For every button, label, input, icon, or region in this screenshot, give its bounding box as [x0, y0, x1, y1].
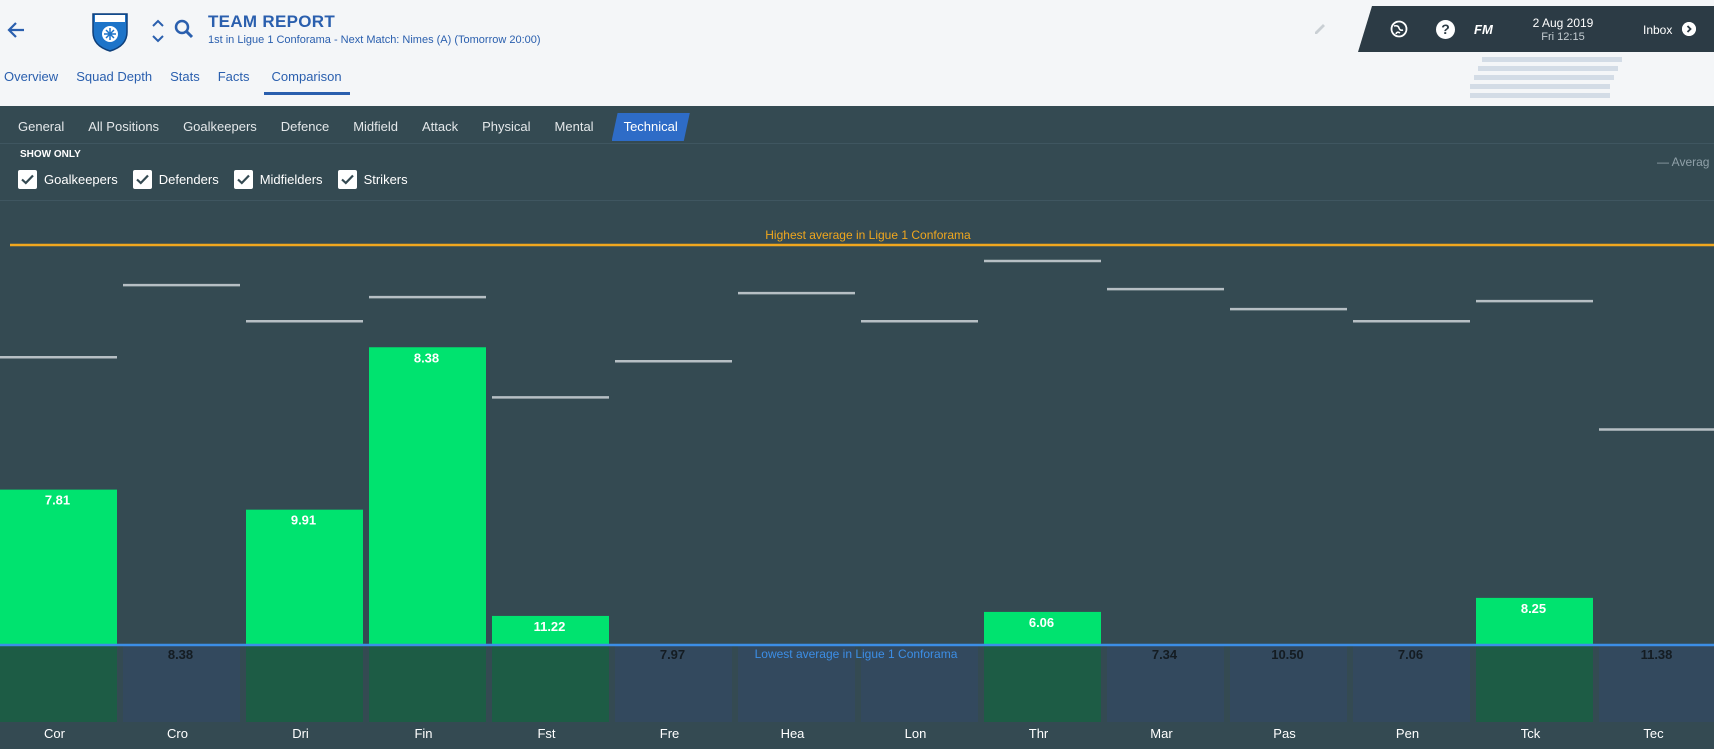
- bar-base: [492, 646, 609, 722]
- arrow-right-circle-icon[interactable]: [1682, 22, 1696, 36]
- value-label: 11.38: [1641, 647, 1673, 662]
- tab-facts[interactable]: Facts: [217, 69, 250, 84]
- value-label: 8.38: [168, 647, 193, 662]
- filter-label: Defenders: [158, 172, 219, 187]
- chevron-up-down-icon[interactable]: [150, 16, 166, 46]
- lowest-average-label: Lowest average in Ligue 1 Conforama: [754, 647, 958, 661]
- club-crest-icon[interactable]: [91, 10, 129, 52]
- filter-label: Midfielders: [259, 172, 323, 187]
- bar: [984, 611, 1101, 646]
- divider: [0, 143, 1714, 144]
- category-label: Thr: [1029, 726, 1049, 741]
- subtab-goalkeepers[interactable]: Goalkeepers: [183, 119, 257, 134]
- value-label: 8.25: [1521, 601, 1546, 616]
- bar: [0, 489, 117, 646]
- bar-base: [1353, 646, 1470, 722]
- decorative-stripes: [1470, 57, 1622, 98]
- value-label: 9.91: [291, 513, 316, 528]
- tab-squad-depth[interactable]: Squad Depth: [76, 69, 153, 84]
- category-label: Tec: [1643, 726, 1664, 741]
- show-only-label: SHOW ONLY: [20, 149, 81, 160]
- bar-base: [369, 646, 486, 722]
- value-label: 8.38: [414, 350, 439, 365]
- bar: [246, 509, 363, 646]
- bar: [1476, 597, 1593, 646]
- back-arrow-icon[interactable]: [4, 16, 32, 44]
- category-label: Pas: [1273, 726, 1296, 741]
- filter-label: Strikers: [363, 172, 408, 187]
- checkbox-checked-icon[interactable]: [132, 170, 152, 189]
- subtab-general[interactable]: General: [18, 119, 65, 134]
- bar-base: [861, 646, 978, 722]
- world-icon[interactable]: [1390, 20, 1408, 38]
- edit-pencil-icon[interactable]: [1313, 22, 1327, 36]
- attribute-tabs: General All Positions Goalkeepers Defence Mi…: [0, 113, 690, 141]
- category-label: Fre: [660, 726, 680, 741]
- bar-base: [984, 646, 1101, 722]
- game-time: Fri 12:15: [1541, 31, 1585, 43]
- bar-base: [1230, 646, 1347, 722]
- bar-base: [123, 646, 240, 722]
- tab-comparison[interactable]: Comparison: [263, 70, 350, 95]
- checkbox-checked-icon[interactable]: [18, 170, 37, 189]
- bar-base: [246, 646, 363, 722]
- filter-label: Goalkeepers: [44, 172, 118, 187]
- category-label: Hea: [781, 726, 806, 741]
- bar-base: [1599, 646, 1714, 722]
- legend-average: — Averag: [1657, 155, 1710, 169]
- fm-logo[interactable]: FM: [1474, 22, 1493, 37]
- report-tabs: Overview Squad Depth Stats Facts Comparison: [0, 70, 360, 96]
- bar-base: [615, 646, 732, 722]
- category-label: Cor: [44, 726, 66, 741]
- tab-stats[interactable]: Stats: [170, 69, 200, 84]
- bar-base: [738, 646, 855, 722]
- filter-goalkeepers[interactable]: Goalkeepers: [18, 170, 118, 189]
- inbox-button[interactable]: Inbox: [1643, 23, 1673, 37]
- subtab-mental[interactable]: Mental: [554, 119, 594, 134]
- category-label: Dri: [292, 726, 309, 741]
- subtab-all-positions[interactable]: All Positions: [88, 119, 160, 134]
- subtab-technical[interactable]: Technical: [612, 113, 690, 141]
- bar-base: [1107, 646, 1224, 722]
- divider: [0, 200, 1714, 201]
- page-subtitle: 1st in Ligue 1 Conforama - Next Match: N…: [208, 34, 541, 46]
- value-label: 6.06: [1029, 615, 1054, 630]
- search-icon[interactable]: [173, 18, 195, 40]
- highest-average-label: Highest average in Ligue 1 Conforama: [765, 228, 971, 242]
- checkbox-checked-icon[interactable]: [337, 170, 357, 189]
- subtab-attack[interactable]: Attack: [422, 119, 459, 134]
- bar: [492, 615, 609, 646]
- category-label: Tck: [1521, 726, 1541, 741]
- value-label: 7.97: [660, 647, 685, 662]
- help-icon[interactable]: ?: [1436, 20, 1455, 39]
- category-label: Fin: [414, 726, 432, 741]
- tab-overview[interactable]: Overview: [4, 69, 59, 84]
- bar-base: [0, 646, 117, 722]
- value-label: 7.34: [1152, 647, 1178, 662]
- category-label: Fst: [537, 726, 555, 741]
- page-title: TEAM REPORT: [208, 12, 336, 31]
- filter-midfielders[interactable]: Midfielders: [233, 170, 323, 189]
- value-label: 10.50: [1271, 647, 1304, 662]
- category-label: Cro: [167, 726, 188, 741]
- checkbox-checked-icon[interactable]: [233, 170, 253, 189]
- bar: [369, 347, 486, 646]
- subtab-defence[interactable]: Defence: [280, 119, 330, 134]
- category-label: Lon: [905, 726, 927, 741]
- filter-defenders[interactable]: Defenders: [132, 170, 219, 189]
- position-filters: Goalkeepers Defenders Midfielders Strikers: [18, 170, 423, 189]
- topbar-panel: ? FM 2 Aug 2019 Fri 12:15 Inbox: [1358, 6, 1714, 52]
- game-date: 2 Aug 2019: [1532, 16, 1594, 30]
- subtab-physical[interactable]: Physical: [482, 119, 531, 134]
- bar-base: [1476, 646, 1593, 722]
- value-label: 11.22: [534, 619, 566, 634]
- value-label: 7.81: [45, 493, 70, 508]
- filter-strikers[interactable]: Strikers: [337, 170, 408, 189]
- category-label: Pen: [1396, 726, 1419, 741]
- category-label: Mar: [1150, 726, 1173, 741]
- value-label: 7.06: [1398, 647, 1423, 662]
- subtab-midfield[interactable]: Midfield: [353, 119, 398, 134]
